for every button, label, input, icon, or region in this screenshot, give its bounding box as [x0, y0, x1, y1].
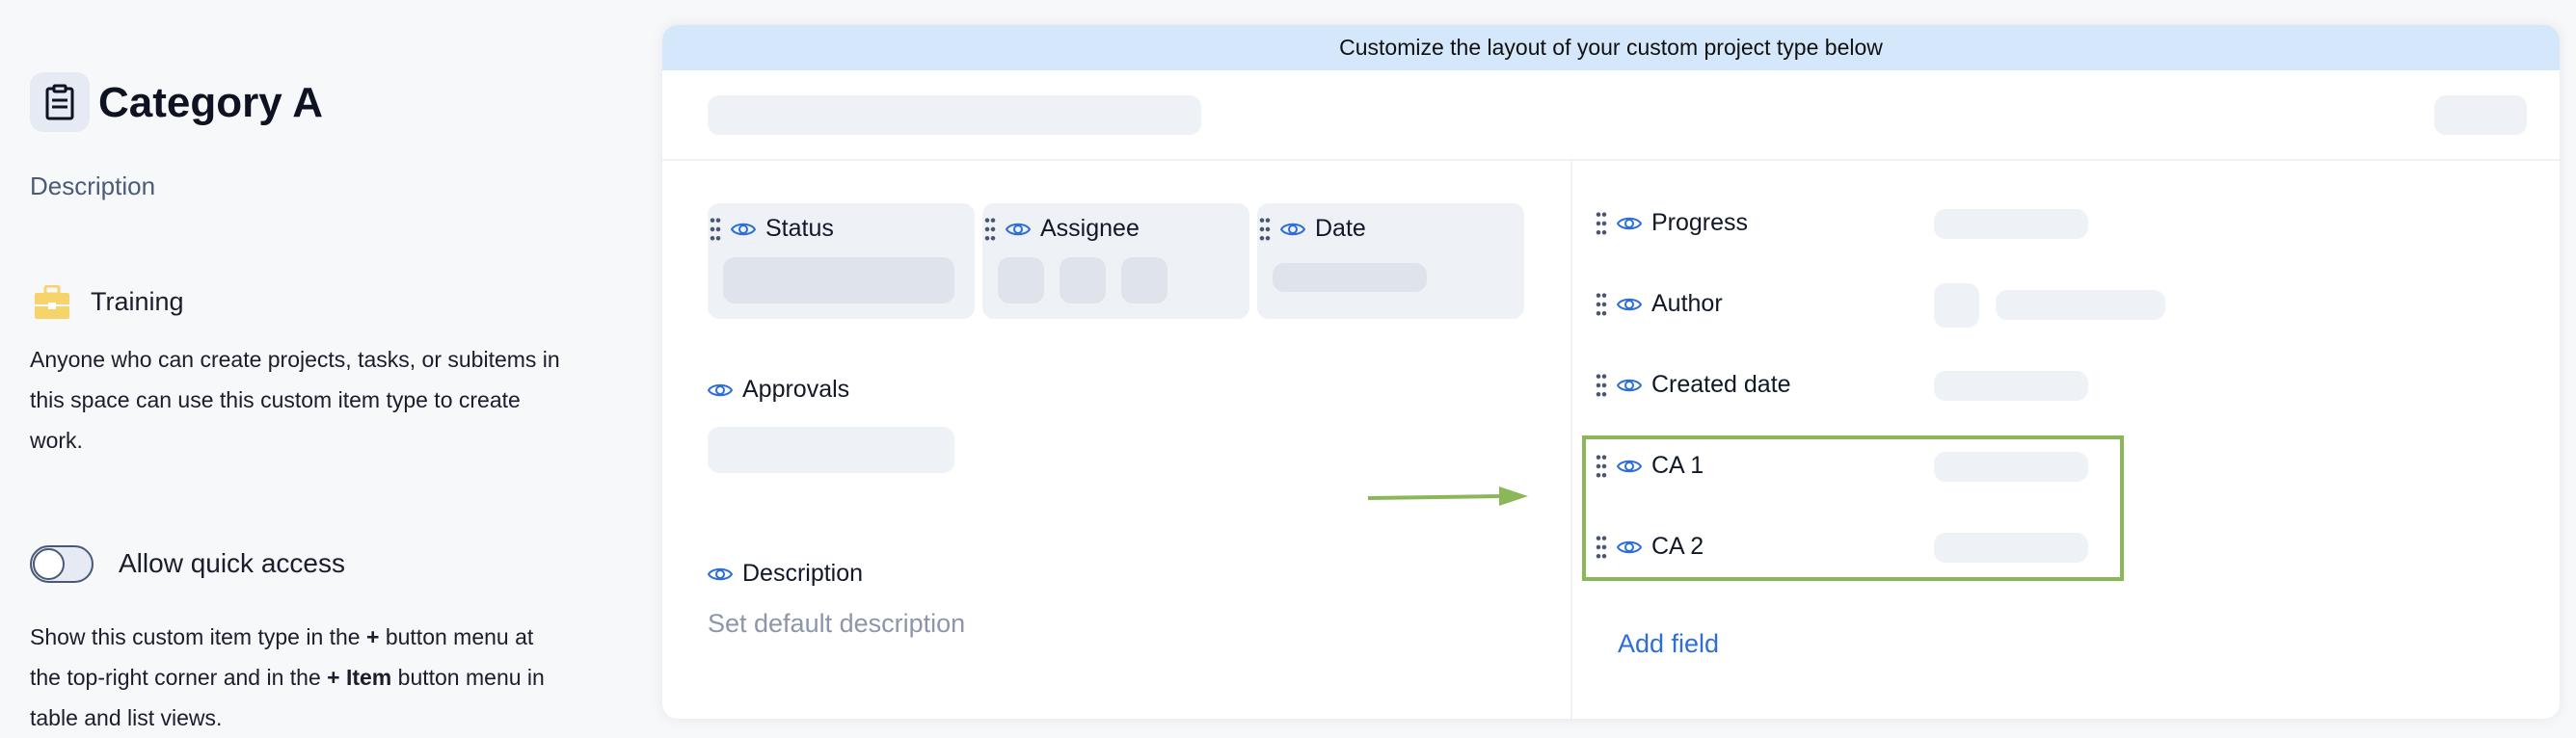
field-label: Progress — [1651, 209, 1749, 236]
quick-access-description: Show this custom item type in the + butt… — [30, 624, 545, 730]
column-divider — [1570, 161, 1572, 719]
value-placeholder — [1934, 452, 2088, 482]
eye-icon[interactable] — [708, 566, 733, 583]
field-label: Status — [765, 215, 834, 242]
layout-editor: Customize the layout of your custom proj… — [662, 25, 2560, 719]
field-label: Date — [1315, 215, 1366, 242]
field-card-assignee[interactable]: Assignee — [982, 203, 1249, 319]
eye-icon[interactable] — [731, 221, 756, 238]
arrow-annotation — [1367, 487, 1528, 506]
value-placeholder — [1934, 533, 2088, 563]
eye-icon[interactable] — [1280, 221, 1305, 238]
field-label: CA 2 — [1651, 533, 1704, 560]
title-placeholder — [708, 95, 1201, 135]
eye-icon[interactable] — [1617, 215, 1642, 232]
approvals-placeholder — [708, 427, 954, 473]
drag-handle-icon[interactable] — [710, 215, 721, 243]
quick-access-label: Allow quick access — [119, 548, 345, 578]
drag-handle-icon[interactable] — [984, 215, 996, 243]
drag-handle-icon[interactable] — [1596, 452, 1607, 480]
layout-banner: Customize the layout of your custom proj… — [662, 25, 2560, 70]
eye-icon[interactable] — [1617, 539, 1642, 556]
eye-icon[interactable] — [708, 382, 733, 399]
eye-icon[interactable] — [1617, 296, 1642, 313]
drag-handle-icon[interactable] — [1596, 371, 1607, 399]
field-label: Author — [1651, 290, 1723, 317]
eye-icon[interactable] — [1617, 377, 1642, 394]
field-label: Assignee — [1040, 215, 1140, 242]
field-description[interactable]: Description — [708, 560, 863, 588]
value-placeholder — [1996, 290, 2165, 320]
field-label: Created date — [1651, 371, 1791, 398]
drag-handle-icon[interactable] — [1596, 209, 1607, 237]
description-placeholder[interactable]: Set default description — [708, 609, 966, 638]
page-title: Category A — [98, 79, 324, 126]
drag-handle-icon[interactable] — [1259, 215, 1271, 243]
field-card-status[interactable]: Status — [708, 203, 975, 319]
value-placeholder — [1934, 371, 2088, 401]
value-placeholder — [1934, 209, 2088, 239]
field-card-date[interactable]: Date — [1257, 203, 1524, 319]
space-description: Anyone who can create projects, tasks, o… — [30, 347, 560, 453]
description-field[interactable]: Description — [30, 171, 156, 200]
highlight-box — [1582, 435, 2124, 581]
drag-handle-icon[interactable] — [1596, 533, 1607, 561]
category-icon-box — [30, 72, 90, 132]
avatar-placeholder — [1934, 283, 1979, 328]
divider — [662, 159, 2560, 161]
eye-icon[interactable] — [1006, 221, 1031, 238]
eye-icon[interactable] — [1617, 458, 1642, 475]
action-placeholder — [2434, 95, 2527, 135]
field-approvals[interactable]: Approvals — [708, 376, 849, 404]
drag-handle-icon[interactable] — [1596, 290, 1607, 318]
quick-access-toggle[interactable] — [30, 545, 94, 583]
field-label: CA 1 — [1651, 452, 1704, 479]
clipboard-icon — [45, 84, 74, 120]
space-name: Training — [91, 287, 184, 316]
briefcase-icon — [35, 285, 69, 319]
add-field-link[interactable]: Add field — [1618, 629, 1720, 658]
